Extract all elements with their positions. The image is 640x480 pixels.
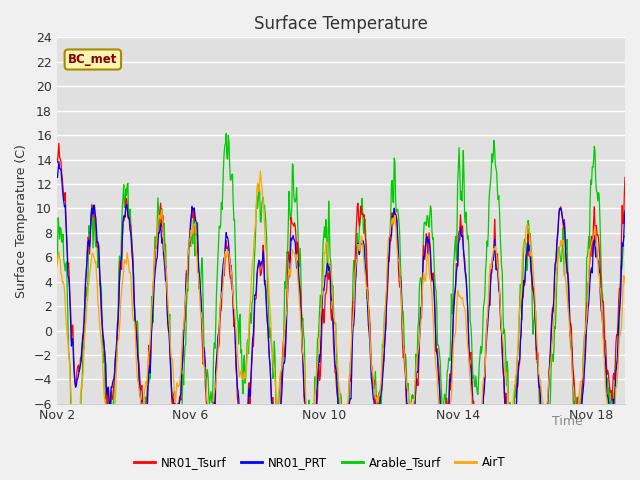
Text: Time: Time: [552, 415, 582, 428]
Title: Surface Temperature: Surface Temperature: [254, 15, 428, 33]
Y-axis label: Surface Temperature (C): Surface Temperature (C): [15, 144, 28, 298]
Text: BC_met: BC_met: [68, 53, 118, 66]
Legend: NR01_Tsurf, NR01_PRT, Arable_Tsurf, AirT: NR01_Tsurf, NR01_PRT, Arable_Tsurf, AirT: [129, 452, 511, 474]
